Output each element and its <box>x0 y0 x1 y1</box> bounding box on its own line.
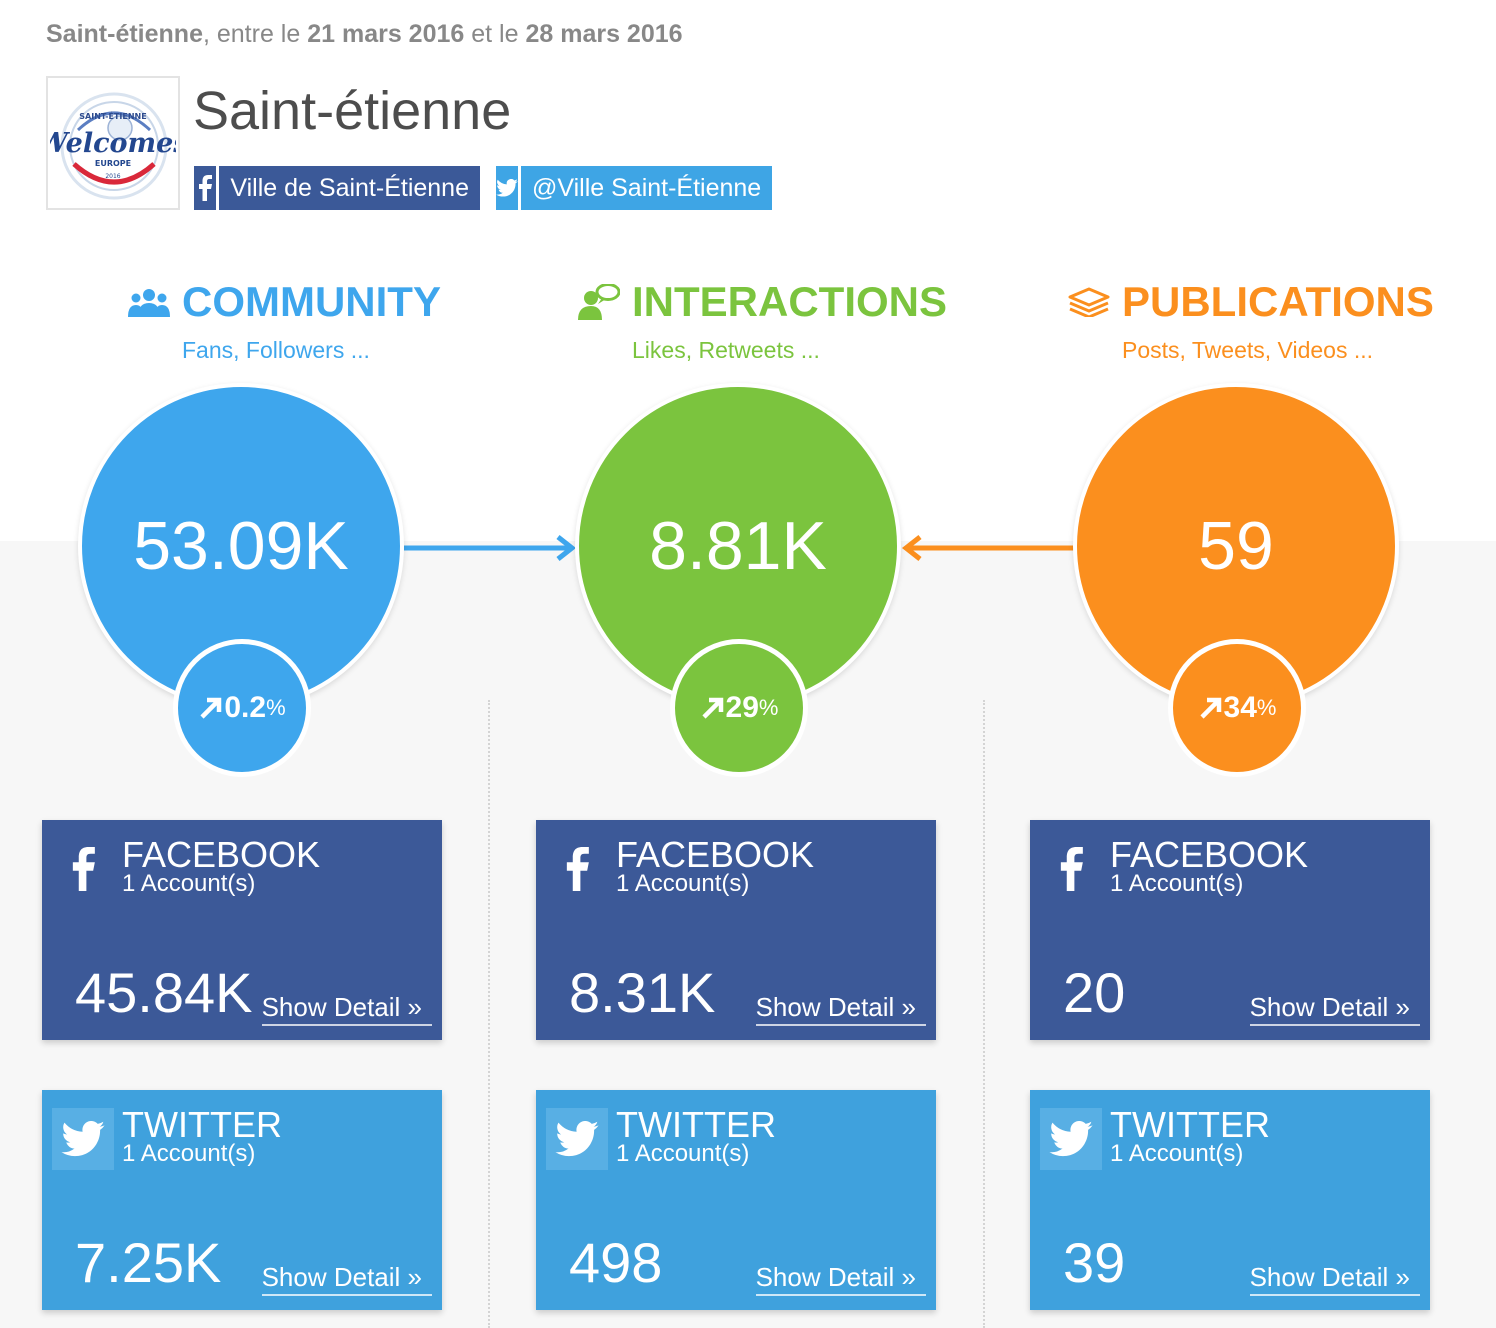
community-subtitle: Fans, Followers ... <box>182 337 370 363</box>
twitter-icon <box>546 1108 608 1170</box>
facebook-icon <box>1040 838 1102 900</box>
interactions-facebook-card[interactable]: FACEBOOK 1 Account(s) 8.31K Show Detail … <box>536 820 936 1040</box>
facebook-icon <box>194 166 217 210</box>
community-facebook-card[interactable]: FACEBOOK 1 Account(s) 45.84K Show Detail… <box>42 820 442 1040</box>
stack-icon <box>1068 287 1110 317</box>
twitter-icon <box>1040 1108 1102 1170</box>
arrow-right-icon <box>404 535 577 561</box>
welcomes-logo-icon: SAINT-ÉTIENNE Welcomes EUROPE 2016 <box>50 92 176 200</box>
users-icon <box>128 289 170 317</box>
arrow-left-icon <box>901 535 1074 561</box>
facebook-page-tag[interactable]: Ville de Saint-Étienne <box>194 166 480 210</box>
twitter-handle: @Ville Saint-Étienne <box>521 166 773 210</box>
user-speech-icon <box>578 284 620 320</box>
card-value: 7.25K <box>75 1231 222 1294</box>
logo-text-year: 2016 <box>105 173 120 180</box>
column-divider <box>983 700 985 1328</box>
community-change-unit: % <box>266 695 286 720</box>
twitter-icon <box>496 166 518 210</box>
arrow-up-right-icon <box>701 697 723 719</box>
community-title: COMMUNITY <box>182 278 441 325</box>
header-city: Saint-étienne <box>46 20 203 48</box>
logo-text-main: Welcomes <box>50 128 176 159</box>
card-account-count: 1 Account(s) <box>1110 870 1244 897</box>
interactions-twitter-card[interactable]: TWITTER 1 Account(s) 498 Show Detail » <box>536 1090 936 1310</box>
card-value: 39 <box>1063 1231 1126 1294</box>
interactions-change-value: 29 <box>725 691 759 724</box>
facebook-page-name: Ville de Saint-Étienne <box>219 166 480 210</box>
card-account-count: 1 Account(s) <box>122 1140 256 1167</box>
card-account-count: 1 Account(s) <box>616 870 750 897</box>
publications-change-badge: 34% <box>1168 639 1306 777</box>
interactions-header: INTERACTIONS <box>578 278 947 326</box>
card-account-count: 1 Account(s) <box>616 1140 750 1167</box>
arrow-up-right-icon <box>200 697 222 719</box>
card-network-name: FACEBOOK <box>616 834 815 875</box>
community-change-value: 0.2 <box>224 691 267 724</box>
show-detail-link[interactable]: Show Detail » <box>1249 992 1420 1026</box>
publications-twitter-card[interactable]: TWITTER 1 Account(s) 39 Show Detail » <box>1030 1090 1430 1310</box>
header-text-between: , entre le <box>202 20 308 48</box>
publications-facebook-card[interactable]: FACEBOOK 1 Account(s) 20 Show Detail » <box>1030 820 1430 1040</box>
community-header: COMMUNITY <box>128 278 441 326</box>
date-range-line: Saint-étienne, entre le 21 mars 2016 et … <box>46 20 683 49</box>
community-total-circle: 53.09K <box>78 383 404 709</box>
show-detail-link[interactable]: Show Detail » <box>261 1262 432 1296</box>
interactions-total: 8.81K <box>649 508 827 584</box>
header-text-and: et le <box>464 20 526 48</box>
card-network-name: TWITTER <box>616 1104 776 1145</box>
show-detail-link[interactable]: Show Detail » <box>755 1262 926 1296</box>
interactions-change-unit: % <box>758 695 779 720</box>
community-total: 53.09K <box>133 508 349 584</box>
interactions-subtitle: Likes, Retweets ... <box>632 337 820 363</box>
community-change-badge: 0.2% <box>173 639 311 777</box>
show-detail-link[interactable]: Show Detail » <box>755 992 926 1026</box>
card-value: 20 <box>1063 961 1126 1024</box>
header-date-end: 28 mars 2016 <box>525 20 683 48</box>
profile-logo: SAINT-ÉTIENNE Welcomes EUROPE 2016 <box>46 76 180 210</box>
card-value: 8.31K <box>569 961 716 1024</box>
card-value: 498 <box>569 1231 663 1294</box>
facebook-icon <box>546 838 608 900</box>
facebook-icon <box>52 838 114 900</box>
header-date-start: 21 mars 2016 <box>307 20 465 48</box>
publications-change-value: 34 <box>1223 691 1257 724</box>
logo-text-top: SAINT-ÉTIENNE <box>79 110 146 121</box>
column-divider <box>488 700 490 1328</box>
card-network-name: FACEBOOK <box>1110 834 1309 875</box>
publications-subtitle: Posts, Tweets, Videos ... <box>1122 337 1374 363</box>
arrow-up-right-icon <box>1199 697 1221 719</box>
logo-text-europe: EUROPE <box>95 159 131 168</box>
card-account-count: 1 Account(s) <box>1110 1140 1244 1167</box>
show-detail-link[interactable]: Show Detail » <box>1249 1262 1420 1296</box>
card-network-name: TWITTER <box>1110 1104 1270 1145</box>
twitter-icon <box>52 1108 114 1170</box>
publications-title: PUBLICATIONS <box>1122 278 1434 325</box>
publications-change-unit: % <box>1256 695 1277 720</box>
card-network-name: TWITTER <box>122 1104 282 1145</box>
twitter-account-tag[interactable]: @Ville Saint-Étienne <box>496 166 773 210</box>
publications-total: 59 <box>1198 508 1274 584</box>
interactions-title: INTERACTIONS <box>632 278 947 325</box>
card-network-name: FACEBOOK <box>122 834 321 875</box>
publications-header: PUBLICATIONS <box>1068 278 1434 326</box>
show-detail-link[interactable]: Show Detail » <box>261 992 432 1026</box>
interactions-change-badge: 29% <box>670 639 808 777</box>
page-title: Saint-étienne <box>193 81 512 141</box>
card-value: 45.84K <box>75 961 253 1024</box>
community-twitter-card[interactable]: TWITTER 1 Account(s) 7.25K Show Detail » <box>42 1090 442 1310</box>
card-account-count: 1 Account(s) <box>122 870 256 897</box>
